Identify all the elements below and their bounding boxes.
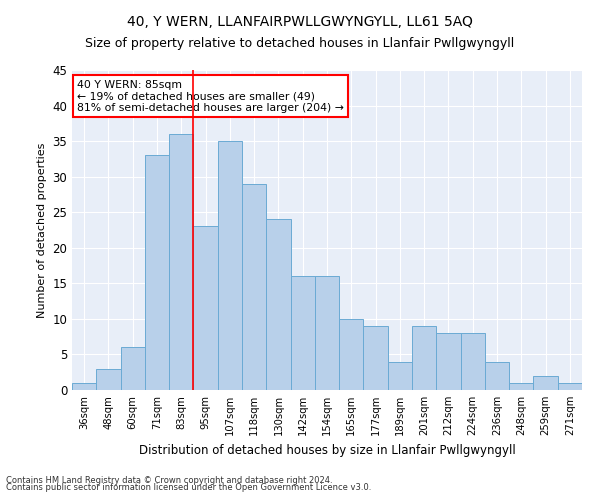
Bar bbox=[169, 134, 193, 390]
Bar bbox=[485, 362, 509, 390]
Bar bbox=[533, 376, 558, 390]
Bar bbox=[412, 326, 436, 390]
Bar bbox=[315, 276, 339, 390]
Text: Contains public sector information licensed under the Open Government Licence v3: Contains public sector information licen… bbox=[6, 484, 371, 492]
Bar bbox=[509, 383, 533, 390]
Bar bbox=[436, 333, 461, 390]
X-axis label: Distribution of detached houses by size in Llanfair Pwllgwyngyll: Distribution of detached houses by size … bbox=[139, 444, 515, 456]
Bar bbox=[364, 326, 388, 390]
Bar bbox=[339, 319, 364, 390]
Bar bbox=[72, 383, 96, 390]
Text: Contains HM Land Registry data © Crown copyright and database right 2024.: Contains HM Land Registry data © Crown c… bbox=[6, 476, 332, 485]
Bar bbox=[461, 333, 485, 390]
Bar bbox=[121, 348, 145, 390]
Bar bbox=[193, 226, 218, 390]
Bar bbox=[242, 184, 266, 390]
Bar bbox=[145, 156, 169, 390]
Text: Size of property relative to detached houses in Llanfair Pwllgwyngyll: Size of property relative to detached ho… bbox=[85, 38, 515, 51]
Bar bbox=[266, 220, 290, 390]
Text: 40, Y WERN, LLANFAIRPWLLGWYNGYLL, LL61 5AQ: 40, Y WERN, LLANFAIRPWLLGWYNGYLL, LL61 5… bbox=[127, 15, 473, 29]
Y-axis label: Number of detached properties: Number of detached properties bbox=[37, 142, 47, 318]
Bar bbox=[96, 368, 121, 390]
Bar bbox=[558, 383, 582, 390]
Bar bbox=[388, 362, 412, 390]
Text: 40 Y WERN: 85sqm
← 19% of detached houses are smaller (49)
81% of semi-detached : 40 Y WERN: 85sqm ← 19% of detached house… bbox=[77, 80, 344, 113]
Bar bbox=[290, 276, 315, 390]
Bar bbox=[218, 141, 242, 390]
